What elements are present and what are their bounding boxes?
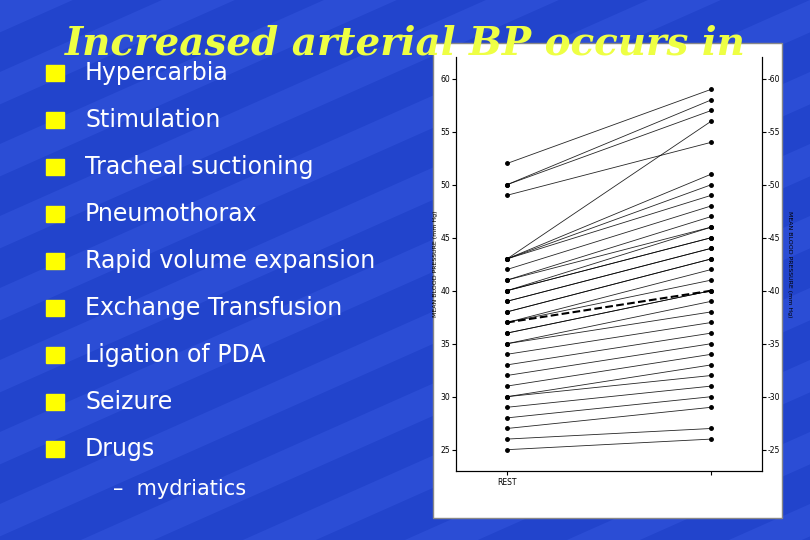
Text: Pneumothorax: Pneumothorax <box>85 202 258 226</box>
Polygon shape <box>81 0 810 540</box>
Text: Tracheal suctioning: Tracheal suctioning <box>85 155 313 179</box>
Polygon shape <box>0 0 721 540</box>
Bar <box>46 441 64 457</box>
Bar <box>46 159 64 175</box>
Text: Rapid volume expansion: Rapid volume expansion <box>85 249 375 273</box>
Polygon shape <box>243 0 810 540</box>
Text: Stimulation: Stimulation <box>85 108 220 132</box>
Text: Exchange Transfusion: Exchange Transfusion <box>85 296 343 320</box>
Polygon shape <box>0 0 559 540</box>
Polygon shape <box>567 0 810 540</box>
Polygon shape <box>0 0 397 540</box>
Polygon shape <box>0 0 73 540</box>
Y-axis label: MEAN BLOOD PRESSURE (mm Hg): MEAN BLOOD PRESSURE (mm Hg) <box>433 211 438 318</box>
FancyBboxPatch shape <box>433 43 782 518</box>
Bar <box>46 394 64 410</box>
Text: Ligation of PDA: Ligation of PDA <box>85 343 266 367</box>
Y-axis label: MEAN BLOOD PRESSURE (mm Hg): MEAN BLOOD PRESSURE (mm Hg) <box>787 211 791 318</box>
Bar <box>46 253 64 269</box>
Bar <box>46 112 64 128</box>
Bar <box>46 300 64 316</box>
Text: –  mydriatics: – mydriatics <box>113 479 246 500</box>
Bar <box>46 347 64 363</box>
Polygon shape <box>0 0 235 540</box>
Text: Seizure: Seizure <box>85 390 173 414</box>
Bar <box>46 206 64 222</box>
Text: Increased arterial BP occurs in: Increased arterial BP occurs in <box>65 24 745 62</box>
Text: Drugs: Drugs <box>85 437 156 461</box>
Polygon shape <box>729 0 810 540</box>
Text: Hypercarbia: Hypercarbia <box>85 61 228 85</box>
Bar <box>46 65 64 81</box>
Polygon shape <box>405 0 810 540</box>
